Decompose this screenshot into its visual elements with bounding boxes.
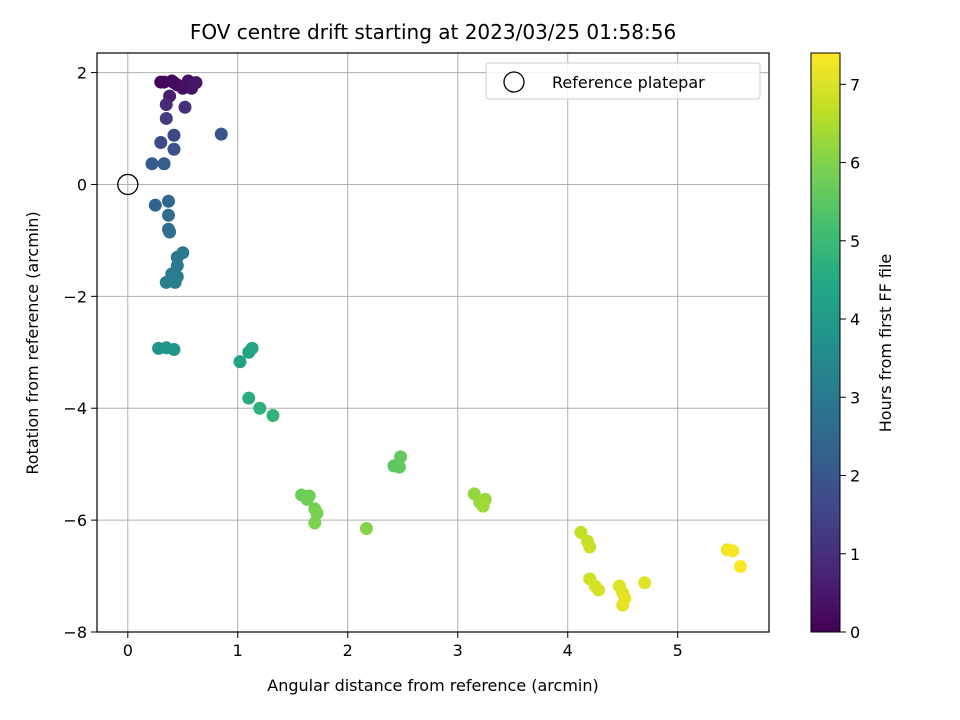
- reference-platepar-marker: [117, 173, 139, 196]
- data-point: [638, 576, 652, 590]
- plot-frame: [96, 52, 770, 633]
- y-axis-label: Rotation from reference (arcmin): [23, 211, 42, 474]
- data-point: [176, 246, 190, 260]
- y-tick-label: 0: [77, 175, 87, 194]
- chart-title: FOV centre drift starting at 2023/03/25 …: [190, 20, 676, 44]
- colorbar: 0 1 2 3 4 5 6 7 Hours from first FF file: [810, 52, 895, 642]
- data-point: [733, 560, 747, 574]
- data-point: [145, 157, 159, 171]
- legend-marker-reference: [503, 71, 525, 93]
- colorbar-tick-label: 1: [850, 545, 860, 564]
- colorbar-tick-label: 4: [850, 310, 860, 329]
- colorbar-tick-label: 7: [850, 75, 860, 94]
- colorbar-tick-label: 6: [850, 154, 860, 173]
- data-points: [145, 74, 747, 612]
- data-point: [214, 127, 228, 141]
- data-point: [359, 522, 373, 536]
- data-point: [148, 198, 162, 212]
- legend: Reference platepar: [485, 62, 761, 100]
- data-point: [302, 489, 316, 503]
- legend-entry-reference: Reference platepar: [552, 73, 705, 92]
- y-tick-label: −4: [63, 399, 87, 418]
- x-axis-ticks: 0 1 2 3 4 5: [123, 632, 683, 660]
- y-tick-label: −2: [63, 287, 87, 306]
- x-tick-label: 2: [343, 641, 353, 660]
- data-point: [245, 341, 259, 355]
- data-point: [394, 450, 408, 464]
- x-tick-label: 4: [563, 641, 573, 660]
- data-point: [157, 157, 171, 171]
- data-point: [233, 355, 247, 369]
- data-point: [167, 128, 181, 142]
- data-point: [168, 275, 182, 289]
- colorbar-ticks: 0 1 2 3 4 5 6 7: [840, 75, 860, 642]
- data-point: [161, 194, 175, 208]
- colorbar-gradient: [810, 52, 841, 633]
- data-point: [154, 136, 168, 150]
- data-point: [574, 525, 588, 539]
- colorbar-tick-label: 0: [850, 623, 860, 642]
- data-point: [726, 544, 740, 558]
- data-point: [189, 76, 203, 90]
- colorbar-tick-label: 5: [850, 232, 860, 251]
- data-point: [167, 342, 181, 356]
- reference-point: [117, 173, 139, 196]
- grid-lines: [97, 53, 769, 633]
- y-tick-label: −6: [63, 511, 87, 530]
- y-axis-ticks: 2 0 −2 −4 −6 −8: [63, 64, 97, 642]
- data-point: [163, 225, 177, 239]
- x-axis-label: Angular distance from reference (arcmin): [267, 676, 598, 695]
- colorbar-label: Hours from first FF file: [876, 254, 895, 433]
- data-point: [392, 460, 406, 474]
- x-tick-label: 3: [453, 641, 463, 660]
- data-point: [583, 540, 597, 554]
- legend-box: [485, 62, 761, 100]
- x-tick-label: 1: [233, 641, 243, 660]
- y-tick-label: 2: [77, 64, 87, 83]
- data-point: [159, 97, 173, 111]
- data-point: [592, 583, 606, 597]
- data-point: [242, 391, 256, 405]
- x-tick-label: 0: [123, 641, 133, 660]
- y-tick-label: −8: [63, 623, 87, 642]
- data-point: [253, 401, 267, 415]
- data-point: [161, 208, 175, 222]
- data-point: [476, 499, 490, 513]
- colorbar-tick-label: 3: [850, 388, 860, 407]
- data-point: [167, 142, 181, 156]
- data-point: [308, 516, 322, 530]
- colorbar-tick-label: 2: [850, 467, 860, 486]
- data-point: [178, 100, 192, 114]
- x-tick-label: 5: [673, 641, 683, 660]
- data-point: [266, 409, 280, 422]
- data-point: [159, 111, 173, 125]
- data-point: [616, 598, 630, 612]
